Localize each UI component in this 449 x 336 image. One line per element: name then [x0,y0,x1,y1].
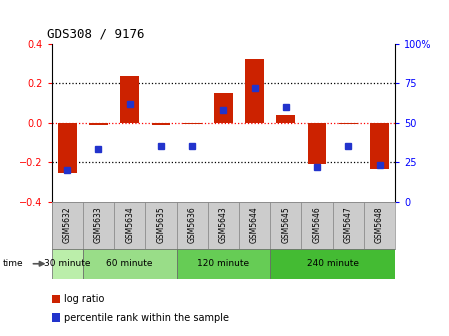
Text: GSM5643: GSM5643 [219,207,228,244]
Bar [114,202,145,249]
Text: GSM5648: GSM5648 [375,207,384,244]
Text: GSM5647: GSM5647 [344,207,353,244]
Text: GSM5636: GSM5636 [188,207,197,244]
Bar [301,202,333,249]
Text: time: time [2,259,23,268]
Bar [152,123,170,125]
Text: 240 minute: 240 minute [307,259,359,268]
Bar [52,249,83,279]
Text: 120 minute: 120 minute [197,259,250,268]
Bar [208,202,239,249]
Text: 60 minute: 60 minute [106,259,153,268]
Bar [245,59,264,123]
Bar [52,202,83,249]
Bar [339,123,358,124]
Text: 30 minute: 30 minute [44,259,91,268]
Text: GSM5633: GSM5633 [94,207,103,244]
Bar [58,123,77,173]
Bar [89,123,108,125]
Text: GDS308 / 9176: GDS308 / 9176 [47,27,145,40]
Bar [145,202,176,249]
Text: percentile rank within the sample: percentile rank within the sample [64,312,229,323]
Bar [176,249,270,279]
Text: GSM5632: GSM5632 [63,207,72,244]
Text: GSM5635: GSM5635 [156,207,165,244]
Bar [214,93,233,123]
Bar [270,249,395,279]
Bar [120,76,139,123]
Bar [364,202,395,249]
Bar [277,115,295,123]
Bar [308,123,326,164]
Bar [83,202,114,249]
Text: log ratio: log ratio [64,294,105,304]
Bar [176,202,208,249]
Bar [183,123,202,124]
Text: GSM5644: GSM5644 [250,207,259,244]
Bar [370,123,389,169]
Text: GSM5645: GSM5645 [282,207,291,244]
Text: GSM5634: GSM5634 [125,207,134,244]
Bar [83,249,176,279]
Bar [270,202,301,249]
Text: GSM5646: GSM5646 [313,207,321,244]
Bar [239,202,270,249]
Bar [333,202,364,249]
